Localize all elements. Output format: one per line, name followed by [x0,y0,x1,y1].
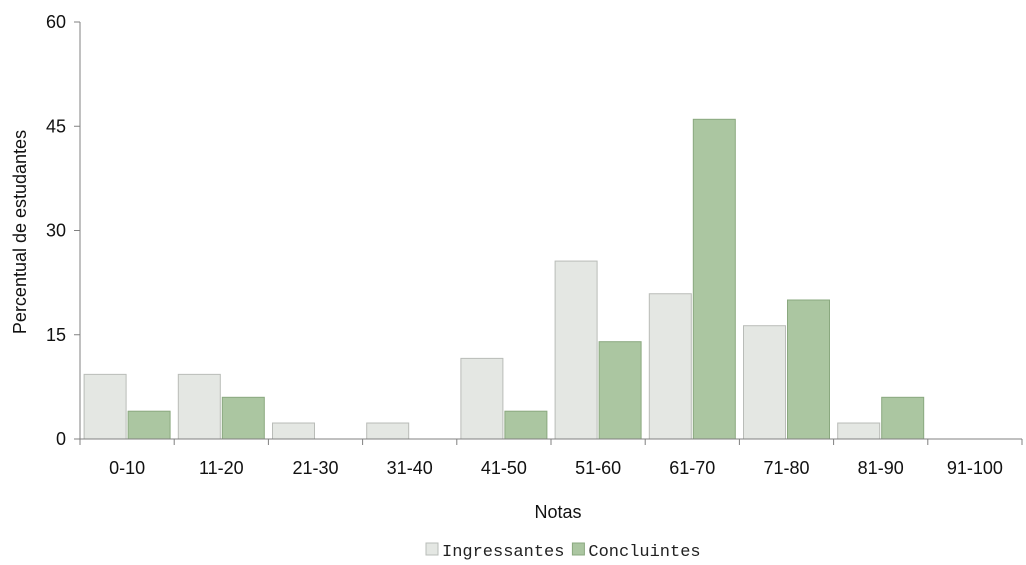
bar-concluintes-0-10 [127,410,171,440]
x-tick-label-31-40: 31-40 [387,458,433,478]
x-tick-label-0-10: 0-10 [109,458,145,478]
axes-layer: 0 15 30 45 60 0-10 11-20 21-30 31-40 41-50 51-60 61… [46,12,1023,478]
x-tick-label-71-80: 71-80 [763,458,809,478]
bar-ingressantes-61-70 [648,293,692,440]
legend-label-ingressantes: Ingressantes [442,543,564,562]
x-axis-title: Notas [534,502,581,522]
bar-concluintes-81-90 [881,396,925,440]
bar-concluintes-41-50 [504,410,548,440]
bar-ingressantes-71-80 [743,325,786,440]
legend: Ingressantes Concluintes [425,542,701,562]
bar-ingressantes-11-20 [177,373,221,440]
y-tick-label-0: 0 [56,429,66,449]
x-tick-label-21-30: 21-30 [292,458,338,478]
bar-ingressantes-51-60 [554,260,598,440]
y-tick-label-45: 45 [46,116,66,136]
x-tick-label-81-90: 81-90 [858,458,904,478]
legend-label-concluintes: Concluintes [588,543,700,562]
bar-ingressantes-41-50 [460,357,504,440]
y-tick-label-15: 15 [46,325,66,345]
bar-ingressantes-81-90 [837,422,881,440]
bar-concluintes-11-20 [221,396,265,440]
bar-ingressantes-31-40 [366,422,410,440]
bar-concluintes-61-70 [692,118,736,440]
bars-layer [83,118,925,440]
bar-ingressantes-21-30 [272,422,315,440]
x-tick-label-41-50: 41-50 [481,458,527,478]
x-tick-label-11-20: 11-20 [199,458,244,478]
y-tick-label-60: 60 [46,12,66,32]
bar-ingressantes-0-10 [83,373,127,440]
bar-concluintes-71-80 [787,299,830,440]
y-axis-title: Percentual de estudantes [10,130,30,334]
x-tick-label-61-70: 61-70 [669,458,715,478]
x-tick-label-51-60: 51-60 [575,458,621,478]
y-tick-label-30: 30 [46,221,66,241]
bar-concluintes-51-60 [598,341,642,440]
legend-swatch-ingressantes [425,542,439,556]
legend-swatch-concluintes [571,542,585,556]
x-tick-label-91-100: 91-100 [947,458,1003,478]
